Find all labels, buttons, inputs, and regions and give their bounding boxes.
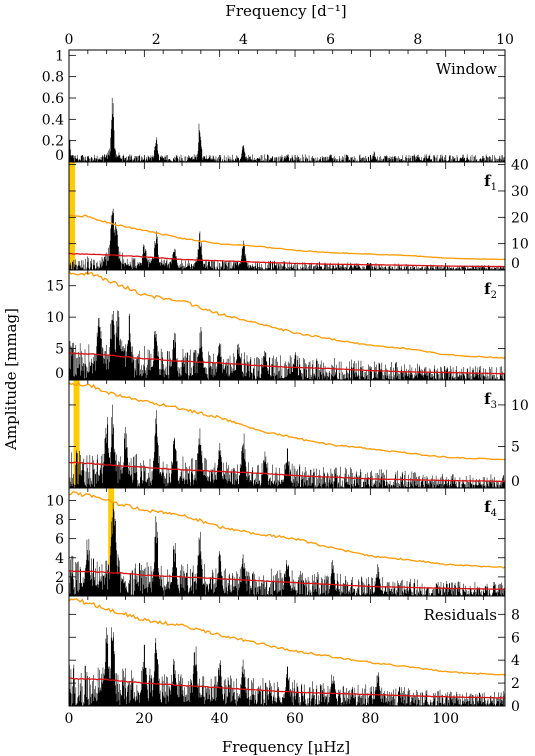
y-tick-label-f1: 0: [511, 256, 520, 272]
top-axis-tick-label: 4: [239, 32, 248, 48]
top-axis-tick-label: 8: [413, 32, 422, 48]
threshold-orange-f1: [69, 214, 505, 261]
threshold-red-f3: [69, 461, 505, 483]
y-tick-label-residuals: 2: [511, 676, 520, 692]
y-tick-label-window: 0: [55, 148, 64, 164]
y-tick-label-f4: 6: [55, 532, 64, 548]
y-tick-label-f3: 10: [511, 398, 529, 414]
y-tick-label-window: 1: [55, 48, 64, 64]
y-tick-label-f2: 5: [55, 342, 64, 358]
y-tick-label-f2: 10: [46, 310, 64, 326]
y-tick-label-window: 0.2: [42, 134, 64, 150]
panel-f3: 0 5 10 f3: [68, 379, 529, 490]
threshold-orange-f2: [69, 270, 505, 359]
panel-f2: 0 5 10 15 f2: [46, 269, 506, 382]
panel-frame-residuals: [68, 595, 506, 707]
threshold-orange-residuals: [69, 598, 505, 676]
panel-content-residuals: [69, 598, 505, 706]
panel-content-f1: [69, 162, 505, 270]
bottom-axis-tick-label: 40: [211, 711, 229, 727]
threshold-red-residuals: [69, 677, 505, 699]
bottom-axis-tick-label: 100: [432, 711, 459, 727]
y-tick-label-residuals: 6: [511, 630, 520, 646]
panel-f4: 02 4 6 8 10 f4: [46, 487, 506, 598]
bottom-axis-tick-label: 20: [135, 711, 153, 727]
panel-window: 00.2 0.4 0.6 0.8 1 Window: [42, 48, 506, 164]
y-tick-label-residuals: 8: [511, 607, 520, 623]
threshold-orange-f4: [69, 491, 505, 569]
bottom-axis-tick-label: 0: [65, 711, 74, 727]
threshold-orange-f3: [69, 381, 505, 461]
y-tick-label-f4: 10: [46, 493, 64, 509]
panel-content-f2: [69, 270, 505, 380]
bottom-axis-tick-label: 60: [286, 711, 304, 727]
spectrum-f2: [69, 310, 505, 380]
y-tick-label-f4: 4: [55, 551, 64, 567]
y-tick-label-window: 0.4: [42, 112, 64, 128]
threshold-red-f1: [69, 252, 505, 268]
y-tick-label-residuals: 4: [511, 653, 520, 669]
threshold-red-f4: [69, 570, 505, 591]
y-tick-label-f1: 20: [511, 210, 529, 226]
spectrum-f1: [69, 208, 505, 270]
panel-content-f4: [69, 488, 505, 596]
panel-residuals: 0 2 4 6 8 Residuals: [68, 595, 520, 715]
y-tick-label-f1: 40: [511, 158, 529, 174]
y-tick-label-f1: 10: [511, 237, 529, 253]
y-axis-title: Amplitude [mmag]: [2, 308, 20, 451]
y-tick-label-f2: 15: [46, 279, 64, 295]
bottom-axis-title: Frequency [μHz]: [222, 738, 350, 756]
y-tick-label-f3: 0: [511, 474, 520, 490]
spectrum-window: [69, 97, 505, 162]
panel-content-window: [69, 97, 505, 162]
y-tick-label-window: 0.8: [42, 70, 64, 86]
panel-f1: 0 10 20 30 40 f1: [68, 158, 529, 272]
panel-label-f3: f3: [484, 390, 497, 411]
top-axis-title: Frequency [d⁻¹]: [225, 2, 346, 20]
y-tick-label-f4: 0: [55, 582, 64, 598]
top-axis-tick-label: 6: [326, 32, 335, 48]
y-tick-label-f2: 0: [55, 366, 64, 382]
highlight-band-f3: [73, 380, 80, 488]
y-tick-label-f1: 30: [511, 184, 529, 200]
top-axis-tick-label: 10: [496, 32, 514, 48]
panel-content-f3: [69, 380, 505, 488]
panel-frame-f1: [68, 161, 506, 271]
panel-label-f1: f1: [484, 172, 497, 193]
panel-frame-f2: [68, 269, 506, 381]
y-tick-label-residuals: 0: [511, 699, 520, 715]
y-tick-label-f4: 2: [55, 570, 64, 586]
y-tick-label-window: 0.6: [42, 91, 64, 107]
panel-label-f2: f2: [484, 280, 497, 301]
threshold-red-f2: [69, 351, 505, 375]
bottom-axis-tick-label: 80: [361, 711, 379, 727]
spectrum-residuals: [69, 627, 505, 706]
top-axis-tick-label: 2: [152, 32, 161, 48]
y-tick-label-f3: 5: [511, 439, 520, 455]
y-tick-label-f4: 8: [55, 513, 64, 529]
top-axis-tick-label: 0: [65, 32, 74, 48]
panel-label-residuals: Residuals: [424, 606, 497, 624]
panel-label-f4: f4: [484, 498, 497, 519]
panel-label-window: Window: [436, 60, 497, 78]
